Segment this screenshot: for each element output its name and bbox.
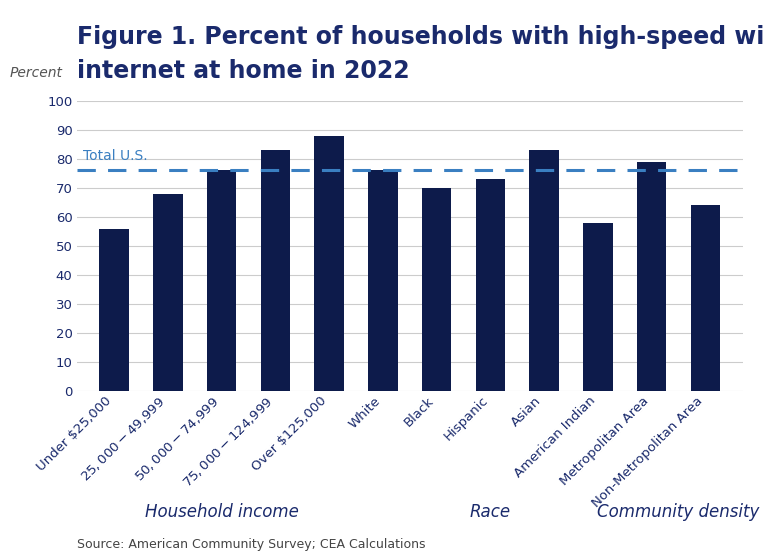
Bar bbox=[476, 179, 506, 391]
Bar bbox=[368, 170, 398, 391]
Bar bbox=[637, 162, 666, 391]
Bar bbox=[422, 188, 451, 391]
Text: internet at home in 2022: internet at home in 2022 bbox=[77, 59, 409, 83]
Bar bbox=[529, 150, 559, 391]
Text: Total U.S.: Total U.S. bbox=[83, 149, 148, 163]
Text: Community density: Community density bbox=[597, 503, 760, 521]
Bar bbox=[207, 170, 237, 391]
Bar bbox=[691, 205, 720, 391]
Bar bbox=[153, 193, 183, 391]
Text: Race: Race bbox=[470, 503, 511, 521]
Bar bbox=[260, 150, 290, 391]
Text: Percent: Percent bbox=[10, 67, 63, 80]
Bar bbox=[314, 135, 344, 391]
Text: Source: American Community Survey; CEA Calculations: Source: American Community Survey; CEA C… bbox=[77, 538, 425, 551]
Text: Household income: Household income bbox=[145, 503, 299, 521]
Text: Figure 1. Percent of households with high-speed wireless: Figure 1. Percent of households with hig… bbox=[77, 25, 766, 49]
Bar bbox=[100, 229, 129, 391]
Bar bbox=[583, 222, 613, 391]
